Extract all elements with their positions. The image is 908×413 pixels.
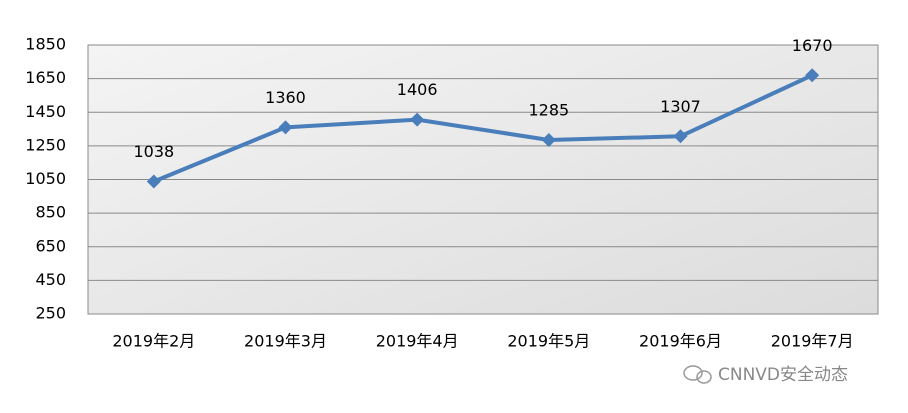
data-label: 1670 (792, 36, 833, 55)
y-tick-label: 650 (35, 236, 66, 255)
marker (805, 68, 820, 83)
y-tick-label: 1650 (25, 68, 66, 87)
watermark: CNNVD安全动态 (718, 365, 848, 385)
x-tick-label: 2019年3月 (244, 332, 327, 351)
data-label: 1406 (397, 80, 438, 99)
marker (410, 112, 425, 127)
x-tick-label: 2019年4月 (376, 332, 459, 351)
data-label: 1285 (528, 100, 569, 119)
marker (541, 132, 556, 147)
x-tick-label: 2019年5月 (507, 332, 590, 351)
y-tick-label: 1450 (25, 102, 66, 121)
y-tick-label: 1850 (25, 35, 66, 54)
y-tick-label: 250 (35, 304, 66, 323)
y-tick-label: 1250 (25, 135, 66, 154)
data-label: 1307 (660, 97, 701, 116)
y-tick-label: 850 (35, 203, 66, 222)
x-tick-label: 2019年6月 (639, 332, 722, 351)
data-label: 1038 (133, 142, 174, 161)
x-tick-label: 2019年2月 (112, 332, 195, 351)
data-label: 1360 (265, 88, 306, 107)
line (153, 73, 814, 184)
marker (146, 174, 161, 189)
y-tick-label: 1050 (25, 169, 66, 188)
marker (673, 129, 688, 144)
x-tick-label: 2019年7月 (771, 332, 854, 351)
y-tick-label: 450 (35, 270, 66, 289)
watermark-icon (683, 365, 712, 384)
marker (278, 120, 293, 135)
